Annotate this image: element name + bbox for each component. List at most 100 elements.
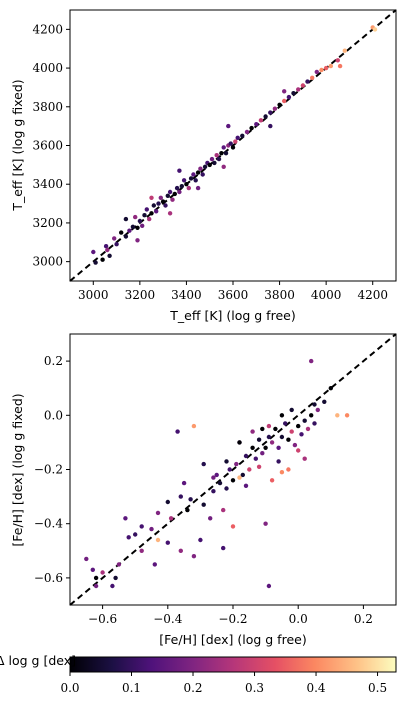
feh-data-point [286, 467, 291, 472]
teff-data-point [219, 151, 224, 156]
teff-data-point [263, 114, 268, 119]
feh-data-point [253, 456, 258, 461]
feh-data-point [309, 358, 314, 364]
teff-y-tick-label: 3400 [32, 177, 63, 191]
feh-x-tick-label: 0.0 [289, 612, 308, 626]
teff-data-point [177, 189, 182, 195]
teff-data-point [254, 122, 259, 127]
teff-data-point [174, 185, 180, 191]
teff-data-point [154, 209, 159, 214]
teff-data-point [107, 253, 112, 258]
teff-x-tick-label: 3000 [78, 288, 109, 302]
feh-data-point [283, 421, 288, 426]
feh-data-point [191, 554, 197, 559]
teff-data-point [223, 151, 229, 156]
teff-data-point [228, 141, 233, 146]
teff-data-point [103, 244, 109, 249]
teff-data-point [179, 184, 184, 189]
teff-data-point [335, 58, 340, 63]
feh-data-point [165, 540, 170, 545]
feh-data-point [240, 472, 245, 478]
feh-data-point [139, 524, 144, 529]
feh-data-point [247, 467, 252, 472]
feh-data-point [273, 426, 278, 432]
teff-data-point [216, 156, 222, 162]
teff-x-tick-label: 3600 [218, 288, 249, 302]
feh-data-point [155, 510, 161, 516]
feh-data-point [230, 478, 236, 483]
teff-data-point [186, 185, 191, 191]
teff-data-point [258, 118, 264, 123]
teff-data-point [93, 260, 98, 265]
feh-y-tick-label: −0.2 [34, 463, 63, 477]
colorbar: 0.0 0.1 0.2 0.3 0.4 0.5 Δ log g [dex] [0, 653, 397, 695]
teff-data-point [221, 164, 226, 169]
teff-data-point [272, 106, 278, 111]
teff-x-tick-label: 3200 [125, 288, 156, 302]
feh-data-point [256, 437, 262, 442]
feh-y-tick-label: −0.6 [34, 571, 63, 585]
teff-data-point [337, 63, 343, 69]
feh-panel: −0.6 −0.4 −0.2 0.0 0.2 −0.6 −0.4 −0.2 0.0 0.2 [F… [10, 333, 397, 647]
colorbar-label: Δ log g [dex] [0, 653, 76, 668]
teff-data-point [277, 102, 282, 108]
feh-data-point [243, 483, 249, 488]
feh-data-point [260, 426, 265, 432]
feh-data-point [237, 475, 242, 480]
feh-data-point [312, 402, 317, 407]
teff-data-point [119, 230, 124, 235]
feh-data-point [224, 486, 229, 491]
feh-data-point [309, 413, 314, 418]
feh-data-point [263, 445, 268, 450]
teff-data-point [172, 191, 177, 197]
feh-data-point [276, 459, 281, 464]
feh-data-point [230, 524, 236, 529]
feh-data-point [227, 467, 232, 472]
feh-data-point [250, 445, 255, 450]
feh-data-point [201, 502, 206, 507]
teff-data-point [212, 160, 217, 166]
teff-data-point [181, 178, 187, 183]
feh-data-point [292, 442, 298, 448]
feh-data-point [289, 429, 294, 434]
teff-y-tick-label: 3200 [32, 216, 63, 230]
teff-data-point [200, 172, 205, 177]
feh-x-tick-label: −0.6 [88, 612, 117, 626]
feh-data-point [214, 472, 219, 478]
feh-data-point [149, 526, 154, 532]
feh-data-point [93, 575, 99, 581]
feh-data-point [155, 537, 161, 543]
teff-data-point [244, 129, 250, 135]
teff-data-point [140, 223, 145, 228]
teff-data-point [167, 211, 173, 216]
teff-data-point [235, 135, 240, 140]
teff-x-tick-label: 4200 [357, 288, 388, 302]
teff-data-point [195, 170, 201, 175]
feh-data-point [178, 548, 183, 553]
feh-data-point [123, 516, 128, 521]
feh-data-point [289, 407, 294, 413]
feh-data-point [221, 507, 226, 513]
feh-data-point [90, 567, 96, 572]
teff-data-point [323, 65, 329, 71]
teff-x-tick-label: 4000 [311, 288, 342, 302]
feh-data-point [328, 386, 333, 391]
teff-data-point [158, 195, 163, 200]
feh-data-point [224, 459, 229, 464]
teff-data-point [151, 203, 156, 208]
colorbar-gradient [69, 656, 397, 673]
teff-data-point [160, 199, 166, 204]
feh-data-point [110, 583, 115, 589]
teff-data-point [214, 153, 219, 158]
colorbar-tick-label: 0.0 [60, 681, 79, 695]
feh-data-point [276, 445, 281, 450]
teff-data-point [233, 139, 238, 144]
teff-panel: 3000 3200 3400 3600 3800 4000 4200 3000 3200 340… [10, 9, 397, 323]
teff-data-point [149, 211, 154, 216]
teff-data-point [170, 197, 175, 202]
teff-data-point [130, 224, 136, 229]
teff-data-point [328, 63, 333, 69]
teff-data-point [230, 145, 236, 150]
teff-data-point [314, 69, 319, 75]
